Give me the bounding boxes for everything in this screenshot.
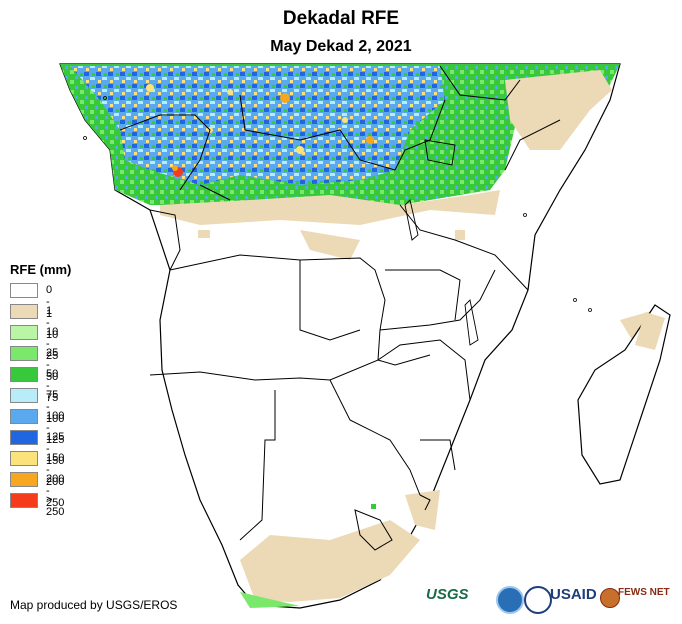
legend-swatch (10, 451, 38, 466)
legend-swatch (10, 283, 38, 298)
legend-label: 50 - 75 (46, 368, 59, 404)
rain-hotspots (146, 84, 374, 177)
islands (83, 96, 592, 312)
legend-swatch (10, 472, 38, 487)
legend-label: 25 - 50 (46, 347, 59, 383)
land-madagascar (577, 304, 671, 485)
legend-label: 0 - 1 (46, 284, 53, 320)
legend-swatch (10, 325, 38, 340)
lakes (404, 139, 479, 346)
legend-swatch (10, 367, 38, 382)
south-coast-rain (240, 592, 300, 608)
legend-label: 150 - 200 (46, 452, 65, 488)
legend-label: > 250 (46, 494, 65, 518)
credit-text: Map produced by USGS/EROS (10, 598, 178, 612)
legend-label: 100 - 125 (46, 410, 65, 446)
rain-core-blue (70, 66, 445, 185)
legend-swatch (10, 493, 38, 508)
usgs-logo: USGS (426, 586, 469, 603)
fews-seal-icon (600, 588, 620, 608)
map-title: Dekadal RFE (282, 8, 400, 29)
fews-net-logo: FEWS NET (618, 587, 670, 598)
noaa-seal-icon (496, 586, 524, 614)
legend-label: 1 - 10 (46, 305, 59, 341)
legend-swatch (10, 346, 38, 361)
legend-swatch (10, 409, 38, 424)
usaid-logo: USAID (550, 586, 597, 603)
legend-label: 75 - 100 (46, 389, 65, 425)
map-subtitle: May Dekad 2, 2021 (270, 38, 412, 55)
legend-swatch (10, 430, 38, 445)
rain-speck (371, 504, 376, 509)
logo-strip: USGS USAID FEWS NET (426, 584, 676, 618)
country-borders (119, 65, 561, 551)
madagascar-rain (635, 312, 665, 350)
legend-swatch (10, 304, 38, 319)
legend-title: RFE (mm) (10, 262, 72, 277)
legend-label: 125 - 150 (46, 431, 65, 467)
usaid-seal-icon (524, 586, 552, 614)
legend-label: 10 - 25 (46, 326, 59, 362)
legend-label: 200 - 250 (46, 473, 65, 509)
legend-swatch (10, 388, 38, 403)
